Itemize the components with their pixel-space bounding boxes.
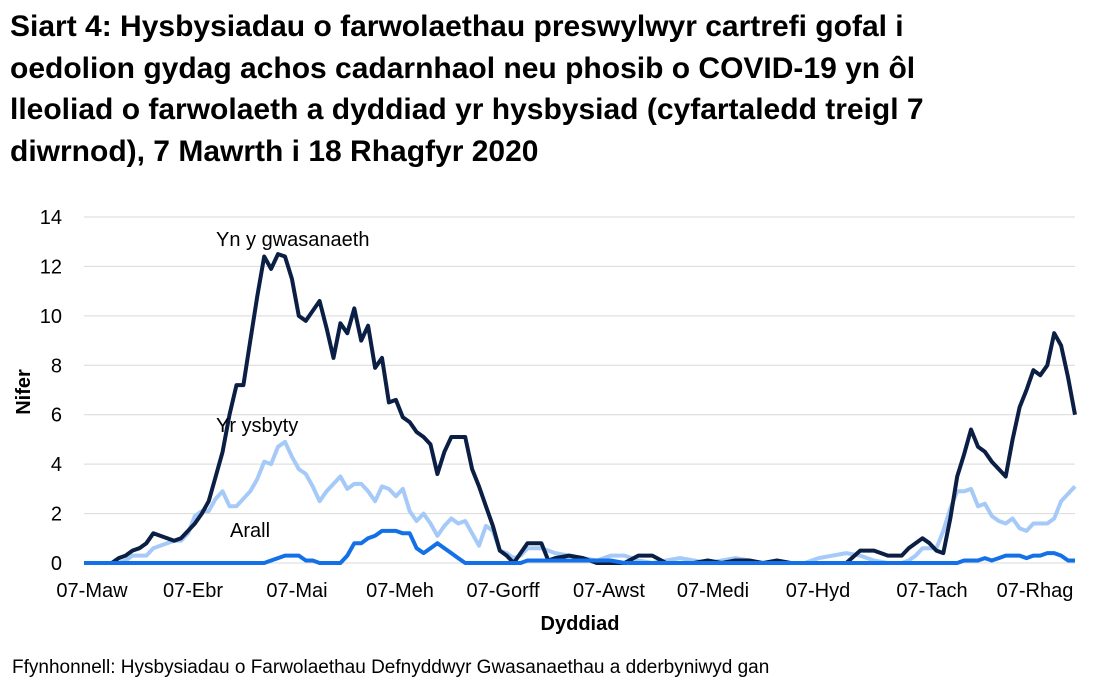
y-tick-label: 10 xyxy=(40,306,62,328)
x-tick-label: 07-Hyd xyxy=(786,580,850,602)
title-line-3: lleoliad o farwolaeth a dyddiad yr hysby… xyxy=(10,93,924,126)
title-line-2: oedolion gydag achos cadarnhaol neu phos… xyxy=(10,51,916,85)
y-tick-label: 6 xyxy=(51,405,62,427)
x-tick-label: 07-Mai xyxy=(266,580,327,602)
x-tick-label: 07-Meh xyxy=(366,580,434,602)
label-other: Arall xyxy=(230,520,270,542)
y-tick-label: 14 xyxy=(40,207,62,229)
gridlines xyxy=(84,216,1075,564)
x-tick-label: 07-Maw xyxy=(56,580,128,602)
x-tick-label: 07-Gorff xyxy=(467,580,540,602)
y-tick-label: 0 xyxy=(51,553,62,575)
y-axis-ticks: 0 2 4 6 8 10 12 14 xyxy=(40,207,62,575)
label-care-home: Yn y gwasanaeth xyxy=(216,229,369,251)
chart-title: Siart 4: Hysbysiadau o farwolaethau pres… xyxy=(10,6,1090,172)
x-tick-label: 07-Rhag xyxy=(997,580,1074,602)
y-tick-label: 2 xyxy=(51,504,62,526)
y-axis-title: Nifer xyxy=(13,369,35,415)
x-tick-label: 07-Tach xyxy=(896,580,967,602)
y-tick-label: 4 xyxy=(51,454,62,476)
x-axis-title: Dyddiad xyxy=(541,613,620,635)
source-note: Ffynhonnell: Hysbysiadau o Farwolaethau … xyxy=(12,657,770,678)
x-axis-ticks: 07-Maw 07-Ebr 07-Mai 07-Meh 07-Gorff 07-Awst 0… xyxy=(56,580,1073,602)
line-other xyxy=(84,528,1075,565)
series-lines xyxy=(84,252,1077,565)
y-tick-label: 12 xyxy=(40,256,62,278)
x-tick-label: 07-Medi xyxy=(677,580,749,602)
title-line-1: Siart 4: Hysbysiadau o farwolaethau pres… xyxy=(10,10,904,43)
x-tick-label: 07-Ebr xyxy=(163,580,223,602)
y-tick-label: 8 xyxy=(51,355,62,377)
label-hospital: Yr ysbyty xyxy=(216,415,298,437)
title-line-4: diwrnod), 7 Mawrth i 18 Rhagfyr 2020 xyxy=(10,134,539,168)
x-tick-label: 07-Awst xyxy=(573,580,645,602)
line-hospital xyxy=(84,439,1077,565)
line-care-home xyxy=(84,252,1077,565)
